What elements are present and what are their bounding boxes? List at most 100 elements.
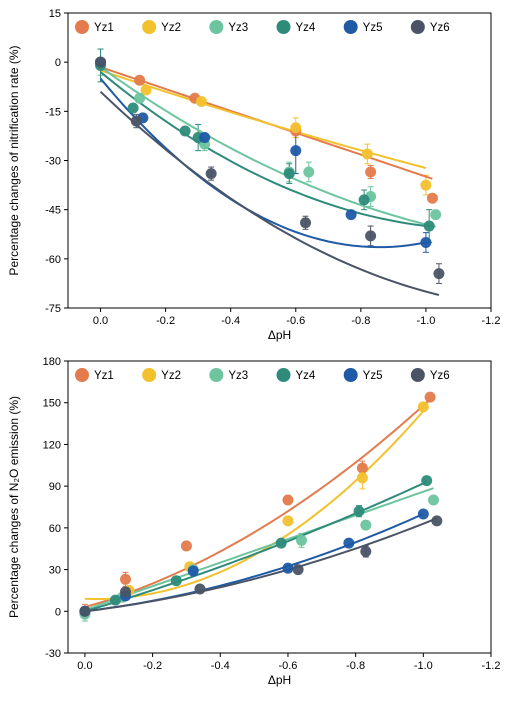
x-tick-label: -1.0: [414, 660, 433, 672]
y-tick-label: -60: [45, 254, 61, 266]
fit-curve-yz6: [84, 517, 438, 613]
legend-label-yz2: Yz2: [161, 22, 181, 34]
data-point-yz6: [79, 605, 91, 617]
fit-curve-yz2: [100, 69, 427, 169]
data-point-yz3: [134, 92, 146, 104]
data-point-yz6: [130, 115, 142, 127]
data-points: [79, 391, 443, 620]
data-point-yz6: [360, 545, 372, 557]
data-point-yz5: [343, 537, 355, 549]
x-tick-label: -1.2: [482, 315, 501, 327]
y-tick-label: 120: [43, 439, 61, 451]
fit-curve-yz3: [84, 487, 434, 611]
fit-curve-yz6: [99, 90, 440, 296]
y-tick-label: 15: [49, 8, 61, 20]
data-point-yz2: [140, 84, 152, 96]
legend-marker-yz4: [276, 368, 291, 382]
data-point-yz1: [356, 462, 368, 474]
data-point-yz6: [365, 230, 377, 242]
data-point-yz5: [282, 562, 294, 574]
fit-curve-yz5: [99, 77, 427, 249]
legend-marker-yz5: [343, 368, 358, 382]
data-point-yz5: [187, 565, 199, 577]
y-tick-label: 0: [55, 606, 61, 618]
x-tick-label: 0.0: [77, 660, 92, 672]
data-point-yz3: [295, 534, 307, 546]
legend: Yz1 Yz2 Yz3 Yz4 Yz5 Yz6: [75, 20, 450, 34]
data-point-yz3: [360, 519, 372, 531]
y-axis-label: Percentage changes of N₂O emission (%): [7, 396, 21, 618]
legend-label-yz3: Yz3: [228, 22, 248, 34]
data-point-yz1: [365, 166, 377, 178]
plot-frame: [67, 360, 492, 654]
data-point-yz4: [127, 102, 139, 114]
data-point-yz6: [300, 217, 312, 229]
data-points: [95, 56, 445, 280]
data-point-yz3: [427, 494, 439, 506]
x-tick-label: -0.2: [143, 660, 162, 672]
data-point-yz6: [431, 515, 443, 527]
data-point-yz4: [179, 125, 191, 137]
fit-curve-yz4: [84, 480, 428, 613]
x-tick-label: -0.6: [286, 315, 305, 327]
data-point-yz5: [199, 132, 211, 144]
fit-curve-yz1: [84, 398, 431, 609]
data-point-yz4: [275, 537, 287, 549]
x-axis-label: ΔpH: [268, 328, 291, 342]
data-point-yz4: [353, 505, 365, 517]
data-point-yz4: [358, 194, 370, 206]
fit-curves: [84, 398, 438, 613]
data-point-yz4: [423, 220, 435, 232]
y-tick-label: -45: [45, 205, 61, 217]
legend-label-yz6: Yz6: [430, 22, 450, 34]
x-tick-label: 0.0: [93, 315, 108, 327]
data-point-yz2: [356, 472, 368, 484]
data-point-yz1: [120, 573, 132, 585]
x-tick-label: -0.2: [156, 315, 175, 327]
y-tick-label: 150: [43, 398, 61, 410]
data-point-yz6: [292, 564, 304, 576]
y-tick-label: -30: [45, 156, 61, 168]
data-point-yz1: [426, 192, 438, 204]
data-point-yz2: [361, 148, 373, 160]
y-tick-label: 60: [49, 523, 61, 535]
data-point-yz6: [95, 56, 107, 68]
n2o-emission-chart: 0.0 -0.2 -0.4 -0.6 -0.8 -1.0 -1.2 180 150 120 90 60…: [7, 356, 500, 687]
data-point-yz1: [424, 391, 436, 403]
data-point-yz1: [180, 540, 192, 552]
legend-marker-yz6: [410, 368, 425, 382]
legend-label-yz2: Yz2: [161, 370, 181, 382]
nitrification-chart: 0.0 -0.2 -0.4 -0.6 -0.8 -1.0 -1.2 15 0 -15 -30 -45 -…: [7, 8, 501, 342]
y-tick-label: 30: [49, 565, 61, 577]
y-axis-label: Percentage changes of nitrification rate…: [7, 45, 21, 275]
y-tick-label: -15: [45, 106, 61, 118]
legend: Yz1 Yz2 Yz3 Yz4 Yz5 Yz6: [75, 368, 450, 382]
legend-marker-yz6: [410, 20, 425, 34]
y-tick-label: 180: [43, 356, 61, 368]
legend-marker-yz1: [75, 20, 89, 34]
legend-label-yz4: Yz4: [296, 22, 316, 34]
data-point-yz6: [433, 268, 445, 280]
data-point-yz5: [290, 145, 302, 157]
legend-marker-yz3: [209, 368, 224, 382]
y-tick-label: -30: [45, 648, 61, 660]
x-tick-label: -0.8: [346, 660, 365, 672]
legend-label-yz5: Yz5: [363, 22, 383, 34]
data-point-yz1: [134, 74, 146, 86]
data-point-yz3: [430, 209, 442, 221]
x-tick-label: -0.6: [278, 660, 297, 672]
legend-marker-yz1: [75, 368, 89, 382]
data-point-yz2: [420, 179, 432, 191]
legend-marker-yz2: [142, 368, 157, 382]
legend-label-yz6: Yz6: [430, 370, 450, 382]
fit-curve-yz4: [99, 71, 430, 228]
y-tick-label: 0: [55, 57, 61, 69]
legend-marker-yz2: [142, 20, 157, 34]
data-point-yz6: [194, 583, 206, 595]
data-point-yz2: [417, 401, 429, 413]
x-tick-label: -0.8: [351, 315, 370, 327]
legend-marker-yz5: [343, 20, 358, 34]
data-point-yz4: [170, 575, 182, 587]
legend-label-yz5: Yz5: [363, 370, 383, 382]
